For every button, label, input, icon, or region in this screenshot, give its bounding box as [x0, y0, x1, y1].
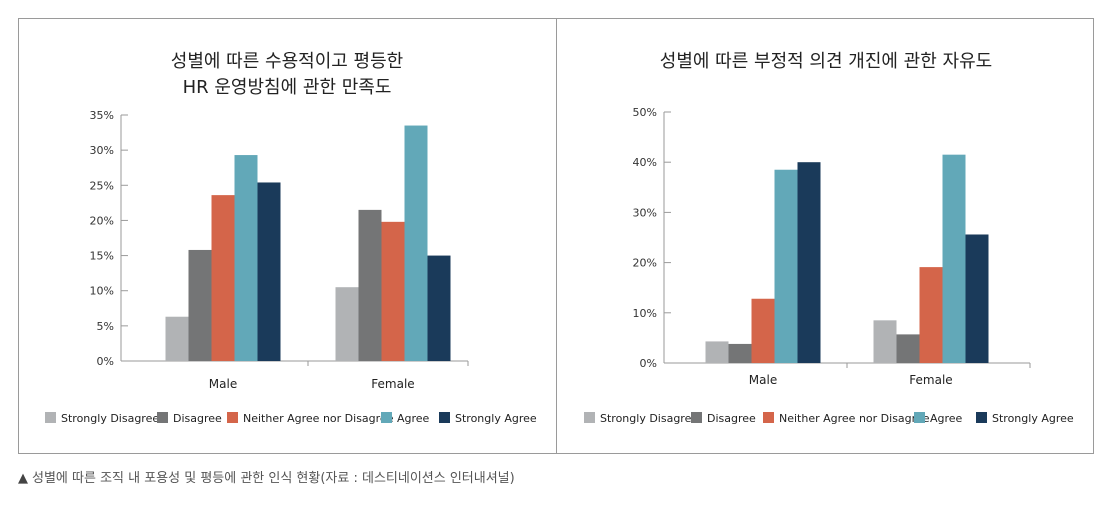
chart-title-line: HR 운영방침에 관한 만족도	[183, 77, 392, 98]
legend-swatch	[439, 412, 450, 423]
bar	[873, 320, 897, 363]
legend-label: Disagree	[173, 412, 222, 425]
bar	[774, 169, 798, 363]
bar	[797, 162, 821, 363]
legend-swatch	[381, 412, 392, 423]
chart-title-line: 성별에 따른 수용적이고 평등한	[171, 51, 403, 72]
bar	[165, 316, 189, 361]
bar	[404, 125, 428, 362]
triangle-marker-icon: ▲	[18, 471, 28, 486]
bar	[751, 298, 775, 363]
bar	[257, 182, 281, 361]
y-tick-label: 25%	[90, 179, 114, 192]
y-tick-label: 0%	[97, 355, 114, 368]
x-category-label: Male	[209, 377, 237, 391]
legend-swatch	[691, 412, 702, 423]
bar	[211, 195, 235, 361]
legend-label: Strongly Agree	[455, 412, 537, 425]
bar	[919, 267, 943, 363]
chart-hr-satisfaction: 성별에 따른 수용적이고 평등한 HR 운영방침에 관한 만족도 0% 5% 10% 15…	[45, 51, 537, 425]
y-tick-label: 40%	[633, 156, 657, 169]
legend-swatch	[227, 412, 238, 423]
bar	[335, 287, 359, 361]
y-tick-label: 50%	[633, 106, 657, 119]
bar	[965, 234, 989, 363]
bar	[188, 249, 212, 361]
x-category-label: Female	[371, 377, 414, 391]
bar	[728, 343, 752, 363]
legend-label: Disagree	[707, 412, 756, 425]
legend-label: Strongly Disagree	[61, 412, 159, 425]
legend-swatch	[976, 412, 987, 423]
bar	[427, 255, 451, 361]
legend-swatch	[584, 412, 595, 423]
figure-caption: ▲ 성별에 따른 조직 내 포용성 및 평등에 관한 인식 현황(자료 : 데스티…	[18, 467, 515, 486]
y-tick-label: 15%	[90, 250, 114, 263]
chart-title-line: 성별에 따른 부정적 의견 개진에 관한 자유도	[660, 51, 992, 72]
y-tick-label: 20%	[633, 257, 657, 270]
bar	[381, 221, 405, 361]
y-tick-label: 30%	[633, 206, 657, 219]
legend-label: Neither Agree nor Disagree	[243, 412, 394, 425]
y-tick-label: 0%	[640, 357, 657, 370]
legend-label: Agree	[397, 412, 430, 425]
y-tick-label: 30%	[90, 144, 114, 157]
caption-text: 성별에 따른 조직 내 포용성 및 평등에 관한 인식 현황(자료 : 데스티네…	[32, 471, 515, 486]
legend-swatch	[763, 412, 774, 423]
bar	[358, 209, 382, 361]
x-category-label: Female	[909, 373, 952, 387]
panel-divider	[556, 18, 557, 454]
legend-swatch	[914, 412, 925, 423]
bar	[942, 154, 966, 363]
legend-label: Strongly Disagree	[600, 412, 698, 425]
bar	[705, 341, 729, 363]
y-tick-label: 20%	[90, 214, 114, 227]
legend-label: Agree	[930, 412, 963, 425]
y-tick-label: 10%	[90, 285, 114, 298]
legend-swatch	[157, 412, 168, 423]
legend-label: Neither Agree nor Disagree	[779, 412, 930, 425]
legend-label: Strongly Agree	[992, 412, 1074, 425]
bar	[234, 155, 258, 361]
y-tick-label: 35%	[90, 109, 114, 122]
bar	[896, 334, 920, 363]
y-tick-label: 10%	[633, 307, 657, 320]
legend-swatch	[45, 412, 56, 423]
x-category-label: Male	[749, 373, 777, 387]
chart-negative-opinion-freedom: 성별에 따른 부정적 의견 개진에 관한 자유도 0% 10% 20% 30% 40% 50…	[584, 51, 1074, 425]
y-tick-label: 5%	[97, 320, 114, 333]
